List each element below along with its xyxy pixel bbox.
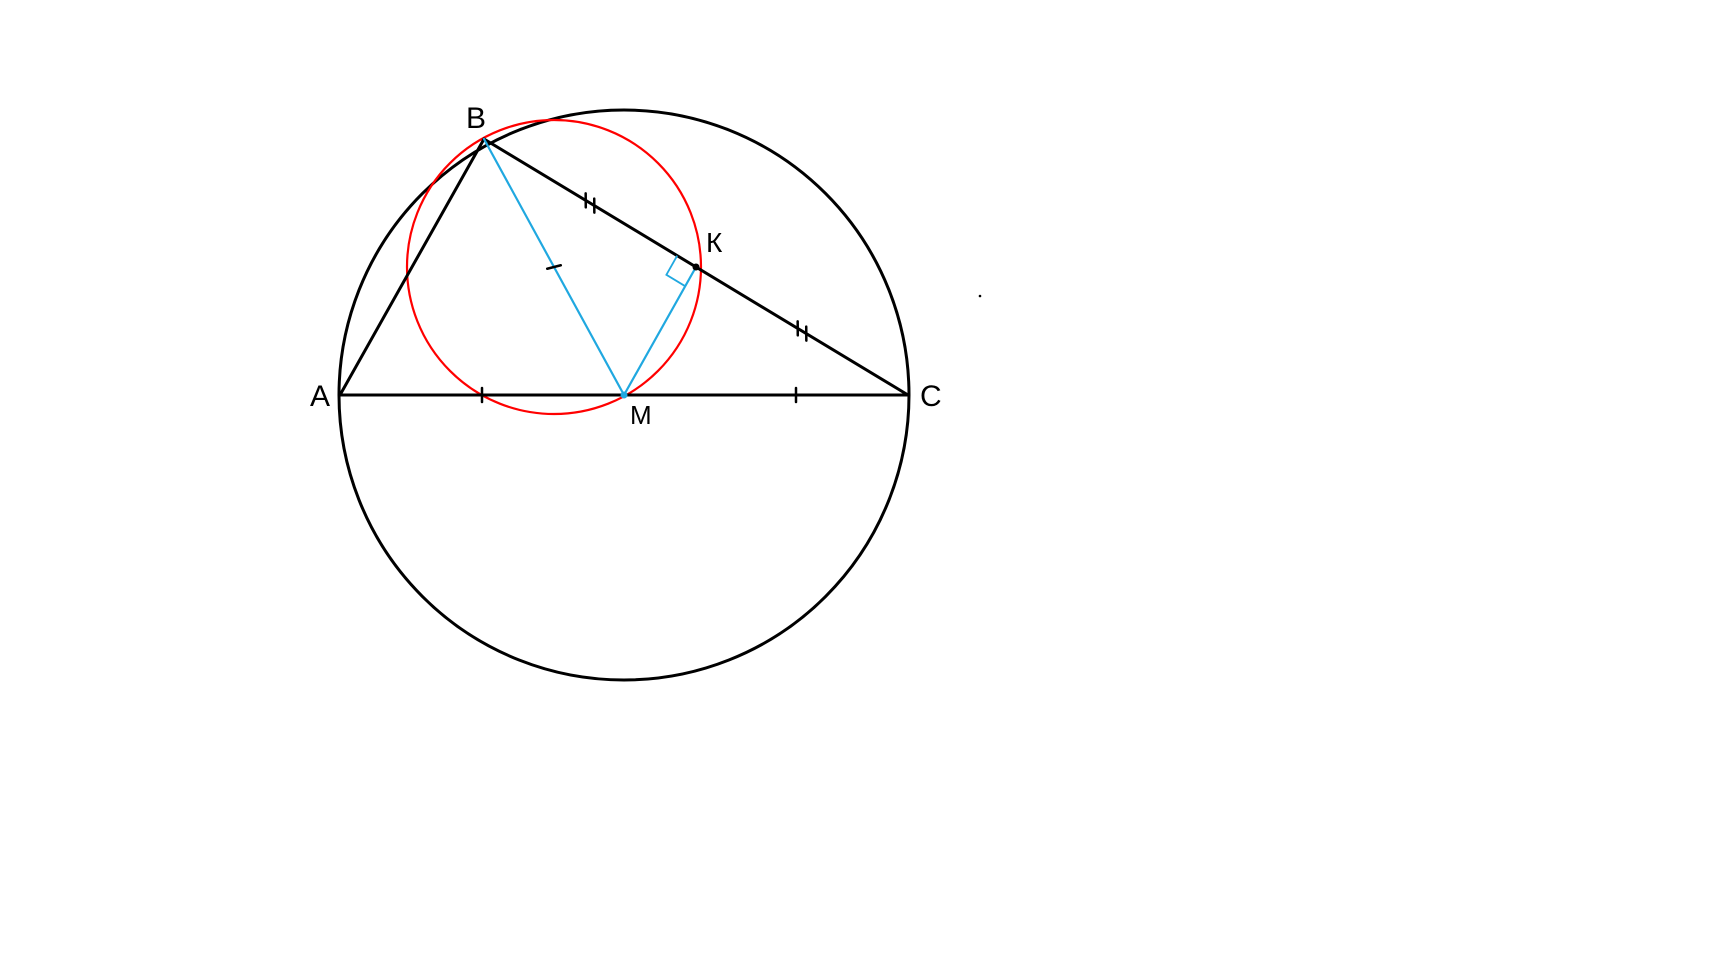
label-c: C bbox=[920, 380, 942, 413]
label-b: B bbox=[466, 102, 486, 135]
label-k: К bbox=[706, 227, 723, 258]
stray-dot bbox=[979, 295, 982, 298]
label-a: A bbox=[310, 380, 330, 413]
point-m-dot bbox=[621, 392, 628, 399]
point-k-dot bbox=[693, 264, 700, 271]
label-m: М bbox=[630, 400, 652, 430]
canvas-bg bbox=[0, 0, 1726, 966]
